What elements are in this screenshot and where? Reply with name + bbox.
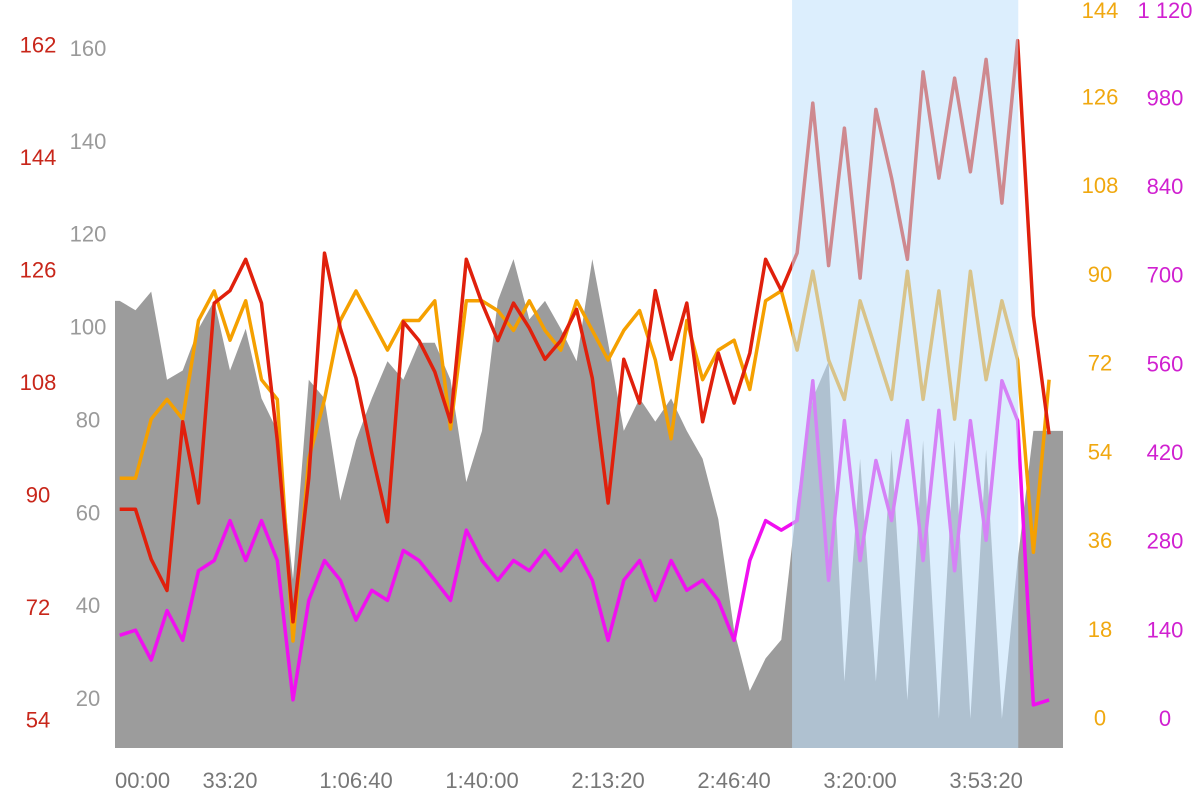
y-tick-label: 140	[1147, 617, 1184, 642]
axis-labels: 54 72 90 108 126 144 162 20 40 60 80 100 120 140 160 0 1…	[20, 0, 1193, 793]
y-tick-label: 980	[1147, 85, 1184, 110]
y-tick-label: 54	[1088, 439, 1112, 464]
y-tick-label: 1 120	[1137, 0, 1192, 23]
x-tick-label: 1:40:00	[445, 768, 518, 793]
y-tick-label: 560	[1147, 351, 1184, 376]
y-tick-label: 80	[76, 407, 100, 432]
y-tick-label: 90	[26, 483, 50, 508]
y-tick-label: 144	[20, 145, 57, 170]
y-tick-label: 160	[70, 36, 107, 61]
y-tick-label: 162	[20, 33, 57, 58]
y-tick-label: 18	[1088, 617, 1112, 642]
y-tick-label: 108	[1082, 173, 1119, 198]
y-tick-label: 72	[1088, 351, 1112, 376]
y-tick-label: 144	[1082, 0, 1119, 23]
y-tick-label: 20	[76, 686, 100, 711]
y-tick-label: 100	[70, 315, 107, 340]
x-tick-label: 2:13:20	[571, 768, 644, 793]
x-tick-label: 3:20:00	[823, 768, 896, 793]
y-tick-label: 840	[1147, 174, 1184, 199]
y-tick-label: 72	[26, 595, 50, 620]
x-tick-label: 00:00	[115, 768, 170, 793]
highlight-band	[792, 0, 1019, 748]
y-tick-label: 36	[1088, 528, 1112, 553]
y-tick-label: 120	[70, 222, 107, 247]
y-tick-label: 60	[76, 500, 100, 525]
x-tick-label: 2:46:40	[697, 768, 770, 793]
y-tick-label: 0	[1159, 706, 1171, 731]
plot-area	[115, 0, 1063, 748]
y-tick-label: 0	[1094, 706, 1106, 731]
y-tick-label: 280	[1147, 529, 1184, 554]
y-tick-label: 140	[70, 129, 107, 154]
x-tick-label: 1:06:40	[319, 768, 392, 793]
y-tick-label: 420	[1147, 440, 1184, 465]
y-tick-label: 700	[1147, 263, 1184, 288]
y-tick-label: 40	[76, 593, 100, 618]
y-tick-label: 126	[1082, 84, 1119, 109]
y-tick-label: 54	[26, 708, 50, 733]
y-tick-label: 126	[20, 258, 57, 283]
y-tick-label: 108	[20, 370, 57, 395]
y-tick-label: 90	[1088, 262, 1112, 287]
x-tick-label: 3:53:20	[949, 768, 1022, 793]
x-tick-label: 33:20	[202, 768, 257, 793]
